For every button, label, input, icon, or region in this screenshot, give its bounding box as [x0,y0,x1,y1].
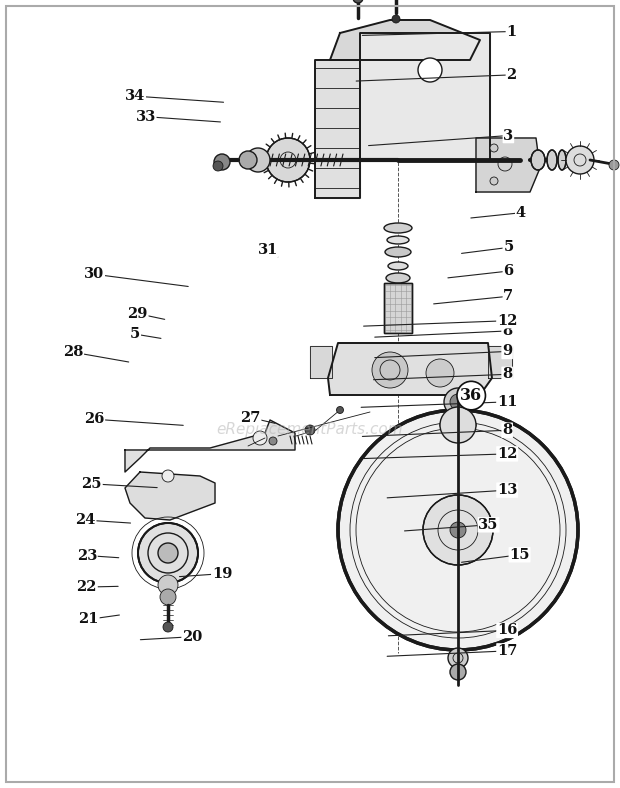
Text: 4: 4 [516,206,526,220]
Text: 19: 19 [212,567,232,581]
Ellipse shape [558,150,566,170]
Text: 29: 29 [128,307,148,321]
Text: 1: 1 [507,24,516,39]
Circle shape [158,543,178,563]
Text: 36: 36 [460,387,482,404]
Text: 28: 28 [63,345,83,359]
Circle shape [162,470,174,482]
Circle shape [444,388,472,416]
Ellipse shape [387,301,409,311]
Text: 8: 8 [502,324,512,338]
Circle shape [160,589,176,605]
Ellipse shape [547,150,557,170]
Text: 2: 2 [507,68,516,82]
Circle shape [338,410,578,650]
Circle shape [305,425,315,435]
Circle shape [246,148,270,172]
Text: 8: 8 [502,367,512,381]
Ellipse shape [384,223,412,233]
Circle shape [214,154,230,170]
Bar [384,283,412,333]
Text: 15: 15 [509,548,530,562]
Polygon shape [125,420,295,472]
Circle shape [490,177,498,185]
Text: 23: 23 [77,548,97,563]
Circle shape [448,648,468,668]
Text: 27: 27 [241,411,260,425]
Circle shape [269,437,277,445]
Circle shape [418,58,442,82]
Circle shape [566,146,594,174]
Ellipse shape [385,247,411,257]
Polygon shape [310,346,332,378]
Circle shape [353,0,363,3]
Text: 16: 16 [497,623,517,637]
Bar [384,283,412,333]
Text: 25: 25 [81,477,102,491]
Circle shape [450,394,466,410]
Circle shape [337,407,343,414]
Text: 33: 33 [136,110,156,124]
Text: 11: 11 [497,395,518,409]
Circle shape [266,138,310,182]
Circle shape [609,160,619,170]
Ellipse shape [389,317,407,324]
Text: 13: 13 [497,483,517,497]
Text: 30: 30 [84,267,104,281]
Ellipse shape [440,418,476,432]
Circle shape [450,522,466,538]
Text: 5: 5 [503,240,513,255]
Polygon shape [360,33,490,160]
Text: 17: 17 [497,644,517,658]
Polygon shape [488,346,512,378]
Text: 20: 20 [182,630,202,644]
Polygon shape [330,20,480,60]
Circle shape [423,495,493,565]
Circle shape [213,161,223,171]
Circle shape [490,144,498,152]
Text: 31: 31 [258,243,278,257]
Circle shape [239,151,257,169]
Ellipse shape [387,236,409,244]
Circle shape [372,352,408,388]
Circle shape [138,523,198,583]
Polygon shape [476,138,540,192]
Circle shape [392,15,400,23]
Text: 12: 12 [497,314,518,328]
Circle shape [440,407,476,443]
Circle shape [253,431,267,445]
Text: 3: 3 [503,128,513,143]
Text: 5: 5 [130,327,140,341]
Ellipse shape [531,150,545,170]
Text: 22: 22 [76,580,97,594]
Text: 34: 34 [125,89,145,103]
Text: 24: 24 [76,513,95,527]
Text: 35: 35 [479,518,498,532]
Ellipse shape [386,273,410,283]
Text: 6: 6 [503,264,513,278]
Circle shape [158,575,178,595]
Circle shape [163,622,173,632]
Polygon shape [315,60,360,198]
Text: eReplacementParts.com: eReplacementParts.com [216,422,404,437]
Ellipse shape [388,262,408,270]
Polygon shape [328,343,492,395]
Text: 7: 7 [503,289,513,303]
Circle shape [426,359,454,387]
Text: 12: 12 [497,447,518,461]
Text: 9: 9 [502,344,512,359]
Text: 26: 26 [84,412,104,426]
Polygon shape [125,472,215,520]
Text: 21: 21 [78,612,99,626]
Circle shape [450,664,466,680]
Text: 8: 8 [502,423,512,437]
Ellipse shape [389,288,407,296]
